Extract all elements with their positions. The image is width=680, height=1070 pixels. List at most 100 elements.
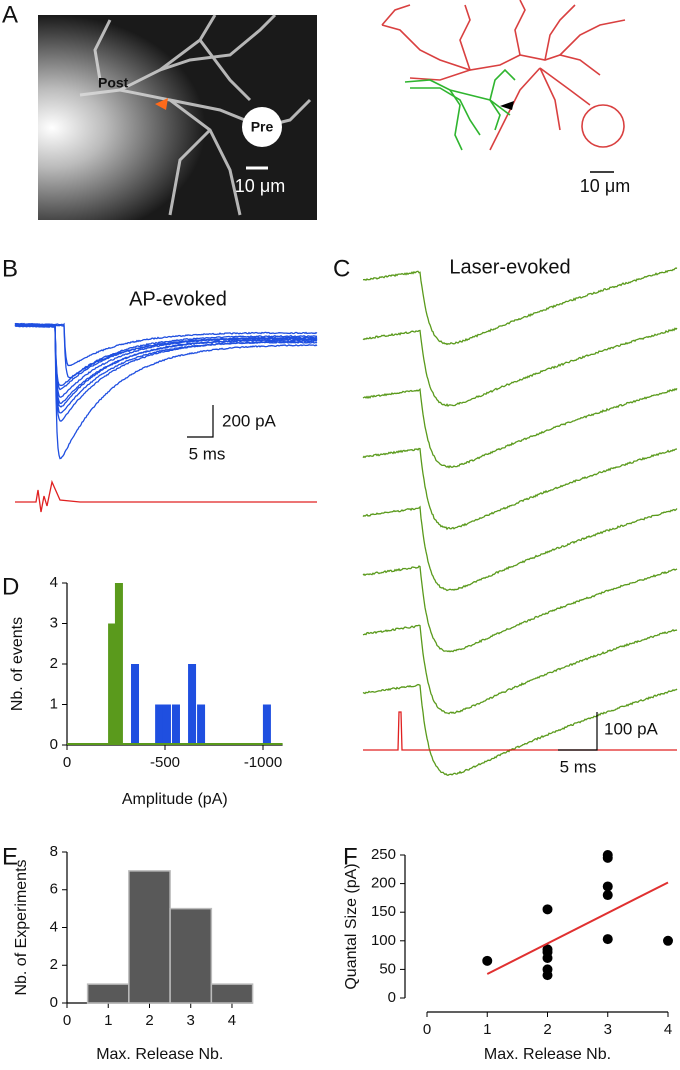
x-tick-label: 3 bbox=[187, 1012, 195, 1029]
presynaptic-soma bbox=[242, 107, 282, 147]
point bbox=[542, 952, 553, 963]
trace bbox=[362, 327, 678, 408]
bar bbox=[188, 664, 197, 745]
x-tick-label: 1 bbox=[104, 1012, 112, 1029]
x-tick-label: -1000 bbox=[244, 754, 282, 771]
point bbox=[542, 970, 553, 981]
bar bbox=[131, 664, 140, 745]
x-tick-label: 1 bbox=[483, 1021, 491, 1038]
panel-label: C bbox=[333, 255, 350, 282]
trace bbox=[14, 324, 318, 422]
x-tick-label: 2 bbox=[145, 1012, 153, 1029]
y-tick-label: 0 bbox=[50, 736, 58, 753]
panel-label: A bbox=[2, 1, 18, 28]
stimulus bbox=[15, 479, 317, 513]
point bbox=[602, 890, 613, 901]
trace bbox=[362, 267, 678, 346]
y-tick-label: 4 bbox=[50, 574, 58, 591]
bar bbox=[114, 583, 123, 745]
trace bbox=[362, 624, 678, 715]
trace bbox=[362, 565, 678, 653]
y-tick-label: 0 bbox=[388, 989, 396, 1006]
point bbox=[602, 881, 613, 892]
y-tick-label: 3 bbox=[50, 614, 58, 631]
y-tick-label: 1 bbox=[50, 695, 58, 712]
panel-label: E bbox=[2, 843, 18, 870]
x-tick-label: 4 bbox=[228, 1012, 236, 1029]
y-tick-label: 0 bbox=[50, 994, 58, 1011]
image-label: Post bbox=[98, 75, 129, 91]
stimulus bbox=[363, 711, 677, 751]
bar bbox=[210, 983, 254, 1004]
fluorescence-image: Post Pre 10 μm bbox=[38, 13, 317, 220]
y-axis-title: Nb. of Experiments bbox=[13, 859, 30, 995]
point bbox=[542, 904, 553, 915]
x-tick-label: 2 bbox=[543, 1021, 551, 1038]
scale-label: 10 μm bbox=[235, 176, 285, 196]
panel-label: B bbox=[2, 255, 18, 282]
scale-bar bbox=[558, 712, 598, 751]
y-tick-label: 2 bbox=[50, 655, 58, 672]
reconstruction bbox=[381, 0, 626, 173]
trace bbox=[14, 322, 318, 408]
point bbox=[482, 955, 493, 966]
y-axis-title: Quantal Size (pA) bbox=[343, 863, 360, 989]
y-tick-label: 4 bbox=[50, 918, 58, 935]
y-axis-title: Nb. of events bbox=[9, 617, 26, 711]
trace bbox=[362, 683, 678, 777]
x-axis-title: Max. Release Nb. bbox=[96, 1046, 223, 1063]
bar bbox=[128, 870, 171, 1004]
trace bbox=[14, 324, 318, 387]
x-tick-label: 0 bbox=[63, 1012, 71, 1029]
point bbox=[602, 852, 613, 863]
panel-label: F bbox=[343, 843, 358, 870]
traces bbox=[14, 322, 318, 513]
panel-title: AP-evoked bbox=[129, 288, 227, 310]
trace bbox=[14, 323, 318, 398]
bar bbox=[162, 704, 171, 745]
trace bbox=[362, 505, 678, 592]
y-tick-label: 6 bbox=[50, 881, 58, 898]
scale-label: 200 pA bbox=[222, 411, 277, 430]
x-axis-title: Max. Release Nb. bbox=[484, 1046, 611, 1063]
bar bbox=[86, 983, 130, 1004]
trace bbox=[15, 323, 318, 379]
bar bbox=[171, 704, 180, 745]
scale-label: 100 pA bbox=[604, 719, 659, 738]
scale-bar bbox=[187, 405, 214, 438]
trace bbox=[362, 387, 678, 469]
bar bbox=[197, 704, 206, 745]
arrowhead bbox=[155, 98, 168, 110]
x-tick-label: -500 bbox=[150, 754, 180, 771]
traces bbox=[362, 267, 678, 777]
x-tick-label: 0 bbox=[63, 754, 71, 771]
y-tick-label: 150 bbox=[371, 903, 396, 920]
x-tick-label: 4 bbox=[664, 1021, 672, 1038]
x-tick-label: 3 bbox=[604, 1021, 612, 1038]
point bbox=[602, 934, 613, 945]
trace bbox=[362, 447, 678, 531]
scale-label: 5 ms bbox=[189, 444, 226, 463]
bar bbox=[155, 704, 164, 745]
scale-label: 5 ms bbox=[560, 757, 597, 776]
bar bbox=[108, 623, 117, 745]
x-tick-label: 0 bbox=[423, 1021, 431, 1038]
y-tick-label: 200 bbox=[371, 875, 396, 892]
y-tick-label: 2 bbox=[50, 956, 58, 973]
panel-label: D bbox=[2, 573, 19, 600]
bar bbox=[169, 907, 213, 1004]
y-tick-label: 250 bbox=[371, 846, 396, 863]
point bbox=[663, 935, 673, 946]
arrowhead bbox=[500, 101, 514, 110]
bar bbox=[262, 704, 271, 745]
x-axis-title: Amplitude (pA) bbox=[122, 791, 228, 808]
y-tick-label: 50 bbox=[379, 960, 396, 977]
fit-line bbox=[486, 881, 669, 975]
y-tick-label: 100 bbox=[371, 932, 396, 949]
image-label: Pre bbox=[251, 119, 274, 135]
trace bbox=[14, 322, 318, 460]
scale-label: 10 μm bbox=[580, 176, 630, 196]
y-tick-label: 8 bbox=[50, 843, 58, 860]
